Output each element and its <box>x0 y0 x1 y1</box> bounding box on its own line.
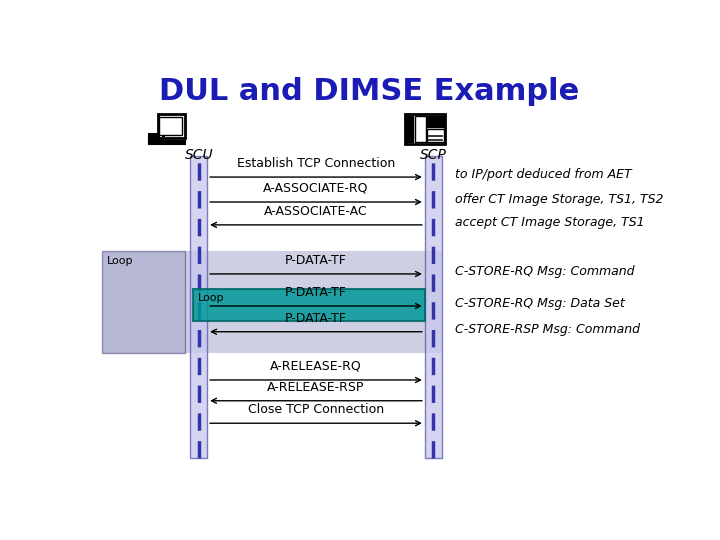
Bar <box>427 129 444 143</box>
Bar <box>102 251 185 353</box>
Bar <box>428 134 442 136</box>
Text: to IP/port deduced from AET: to IP/port deduced from AET <box>456 168 632 181</box>
Text: accept CT Image Storage, TS1: accept CT Image Storage, TS1 <box>456 217 645 230</box>
Text: C-STORE-RSP Msg: Command: C-STORE-RSP Msg: Command <box>456 323 641 336</box>
Text: SCP: SCP <box>420 148 446 162</box>
Bar <box>405 114 446 144</box>
Bar <box>148 141 185 144</box>
Text: C-STORE-RQ Msg: Data Set: C-STORE-RQ Msg: Data Set <box>456 298 625 310</box>
Text: DUL and DIMSE Example: DUL and DIMSE Example <box>159 77 579 106</box>
Text: offer CT Image Storage, TS1, TS2: offer CT Image Storage, TS1, TS2 <box>456 193 664 206</box>
Text: Establish TCP Connection: Establish TCP Connection <box>237 157 395 170</box>
Bar <box>193 288 425 321</box>
Bar <box>406 116 413 143</box>
Text: P-DATA-TF: P-DATA-TF <box>285 286 347 299</box>
Bar <box>159 118 182 136</box>
Bar <box>190 156 207 458</box>
Bar <box>427 116 444 127</box>
Bar <box>158 114 185 138</box>
Text: Close TCP Connection: Close TCP Connection <box>248 403 384 416</box>
Text: Loop: Loop <box>107 256 133 266</box>
Text: A-RELEASE-RSP: A-RELEASE-RSP <box>267 381 364 394</box>
Text: A-ASSOCIATE-AC: A-ASSOCIATE-AC <box>264 205 368 218</box>
Bar <box>163 136 166 137</box>
Bar <box>415 116 426 143</box>
Text: A-RELEASE-RQ: A-RELEASE-RQ <box>270 360 362 373</box>
Bar <box>148 134 159 141</box>
Bar <box>185 251 441 353</box>
Text: A-ASSOCIATE-RQ: A-ASSOCIATE-RQ <box>264 182 369 195</box>
Bar <box>428 139 442 140</box>
Text: P-DATA-TF: P-DATA-TF <box>285 312 347 325</box>
Text: C-STORE-RQ Msg: Command: C-STORE-RQ Msg: Command <box>456 265 635 278</box>
Bar <box>425 156 441 458</box>
Text: SCU: SCU <box>184 148 213 162</box>
Text: P-DATA-TF: P-DATA-TF <box>285 254 347 267</box>
Text: Loop: Loop <box>198 293 224 302</box>
